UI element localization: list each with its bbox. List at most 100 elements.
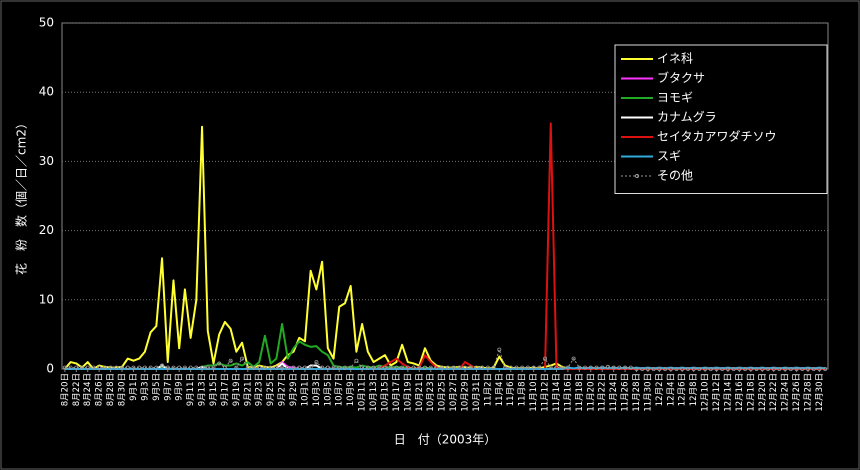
x-tick-label: 10月3日 <box>312 373 322 406</box>
x-tick-label: 12月10日 <box>701 373 711 412</box>
series-marker <box>514 365 519 370</box>
series-marker <box>428 365 433 370</box>
series-marker <box>594 365 599 370</box>
series-marker <box>457 365 462 370</box>
series-marker <box>765 366 770 371</box>
series-marker <box>680 366 685 371</box>
series-marker <box>268 365 273 370</box>
legend-label: イネ科 <box>657 52 693 66</box>
series-marker <box>285 365 290 370</box>
series-marker <box>674 366 679 371</box>
series-marker <box>628 365 633 370</box>
x-tick-label: 9月19日 <box>232 373 242 406</box>
series-marker <box>171 365 176 370</box>
series-marker <box>80 365 85 370</box>
series-marker <box>331 365 336 370</box>
series-marker <box>297 365 302 370</box>
x-tick-label: 11月14日 <box>552 373 562 412</box>
series-marker <box>537 365 542 370</box>
series-marker <box>302 365 307 370</box>
x-tick-label: 12月20日 <box>758 373 768 412</box>
x-tick-label: 12月6日 <box>678 373 688 406</box>
x-tick-label: 10月15日 <box>380 373 390 412</box>
x-tick-label: 11月8日 <box>518 373 528 406</box>
series-marker <box>623 365 628 370</box>
series-marker <box>377 365 382 370</box>
series-marker <box>234 365 239 370</box>
x-tick-label: 10月7日 <box>335 373 345 406</box>
series-marker <box>108 365 113 370</box>
legend-label: その他 <box>657 169 693 183</box>
x-tick-label: 11月26日 <box>621 373 631 412</box>
x-tick-label: 10月31日 <box>472 373 482 412</box>
series-marker <box>97 365 102 370</box>
series-marker <box>640 366 645 371</box>
series-marker <box>617 365 622 370</box>
x-tick-label: 8月30日 <box>118 373 128 406</box>
legend-label: ブタクサ <box>657 70 705 85</box>
series-marker <box>560 365 565 370</box>
series-marker <box>691 366 696 371</box>
series-marker <box>605 364 610 369</box>
series-marker <box>485 365 490 370</box>
series-marker <box>520 365 525 370</box>
x-tick-label: 12月12日 <box>712 373 722 412</box>
x-tick-label: 12月4日 <box>666 373 676 406</box>
series-marker <box>588 365 593 370</box>
series-marker <box>697 366 702 371</box>
x-tick-label: 10月13日 <box>369 373 379 412</box>
series-marker <box>314 360 319 365</box>
series-marker <box>811 366 816 371</box>
series-marker <box>102 365 107 370</box>
legend-label: スギ <box>657 149 681 163</box>
x-tick-label: 12月14日 <box>723 373 733 412</box>
series-marker <box>805 366 810 371</box>
series-marker <box>463 365 468 370</box>
series-marker <box>771 366 776 371</box>
x-tick-label: 10月25日 <box>438 373 448 412</box>
x-tick-label: 12月30日 <box>815 373 825 412</box>
series-marker <box>571 356 576 361</box>
series-marker <box>525 365 530 370</box>
y-tick-label: 0 <box>46 362 54 376</box>
x-tick-label: 9月29日 <box>289 373 299 406</box>
series-marker <box>211 365 216 370</box>
series-marker <box>497 347 502 352</box>
y-axis-label: 花 粉 数（個／日／cm2） <box>14 117 29 275</box>
series-marker <box>440 365 445 370</box>
series-marker <box>245 365 250 370</box>
x-tick-label: 12月24日 <box>781 373 791 412</box>
series-marker <box>543 356 548 361</box>
series-marker <box>548 365 553 370</box>
x-tick-label: 12月16日 <box>735 373 745 412</box>
series-marker <box>657 366 662 371</box>
series-marker <box>354 358 359 363</box>
x-tick-label: 9月11日 <box>186 373 196 406</box>
x-tick-label: 10月23日 <box>426 373 436 412</box>
x-tick-label: 8月26日 <box>95 373 105 406</box>
series-marker <box>394 365 399 370</box>
series-marker <box>188 365 193 370</box>
series-marker <box>600 365 605 370</box>
series-marker <box>823 366 828 371</box>
series-marker <box>68 365 73 370</box>
x-tick-label: 8月24日 <box>83 373 93 406</box>
x-tick-label: 11月20日 <box>586 373 596 412</box>
x-tick-label: 9月9日 <box>175 373 185 401</box>
x-tick-label: 9月21日 <box>243 373 253 406</box>
legend-marker <box>634 173 640 179</box>
series-marker <box>783 366 788 371</box>
series-marker <box>731 366 736 371</box>
x-tick-label: 9月5日 <box>152 373 162 401</box>
x-tick-label: 12月18日 <box>746 373 756 412</box>
series-marker <box>125 365 130 370</box>
series-marker <box>651 366 656 371</box>
series-marker <box>480 365 485 370</box>
series-marker <box>645 366 650 371</box>
series-marker <box>165 365 170 370</box>
x-tick-label: 10月1日 <box>300 373 310 406</box>
legend-label: ヨモギ <box>657 91 693 105</box>
series-marker <box>468 365 473 370</box>
x-tick-label: 10月17日 <box>392 373 402 412</box>
